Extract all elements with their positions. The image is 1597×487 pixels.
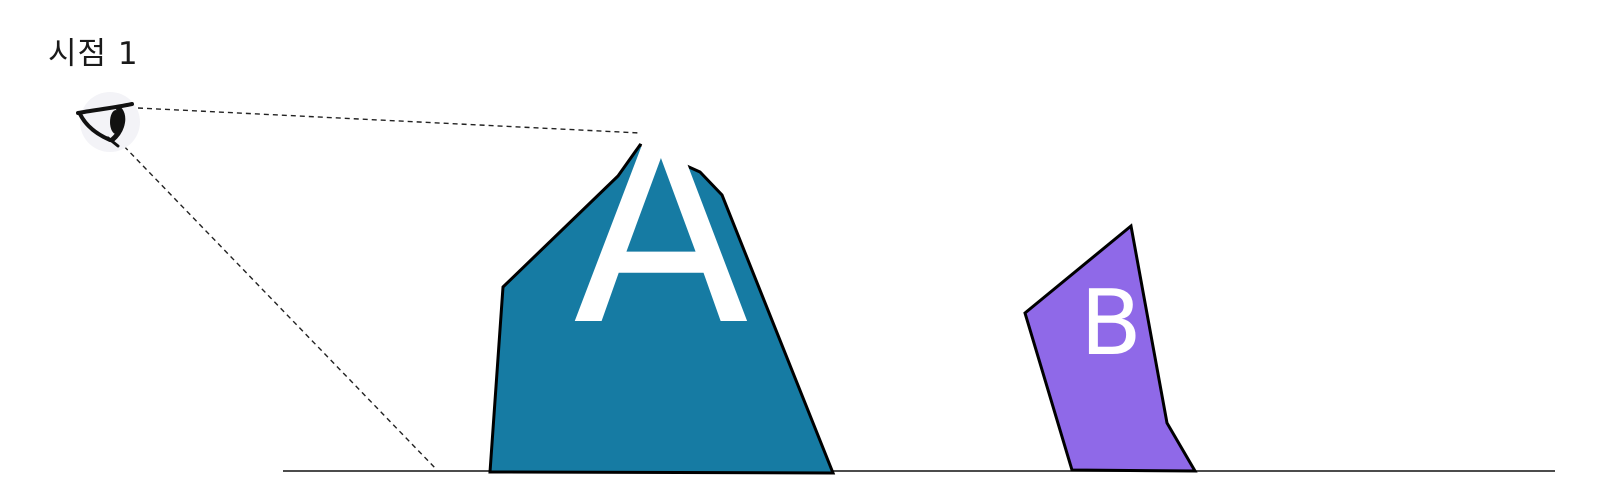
object-b-letter: B (1080, 271, 1142, 376)
viewpoint-label: 시점 1 (48, 36, 139, 72)
object-a-shape (488, 143, 836, 475)
object-b-shape (1023, 223, 1198, 473)
sight-line-top (137, 107, 641, 134)
object-a: A (488, 82, 836, 475)
object-b: B (1023, 223, 1198, 473)
object-a-letter: A (573, 82, 750, 382)
sight-line-bottom (117, 139, 438, 471)
eye-icon (76, 92, 140, 152)
